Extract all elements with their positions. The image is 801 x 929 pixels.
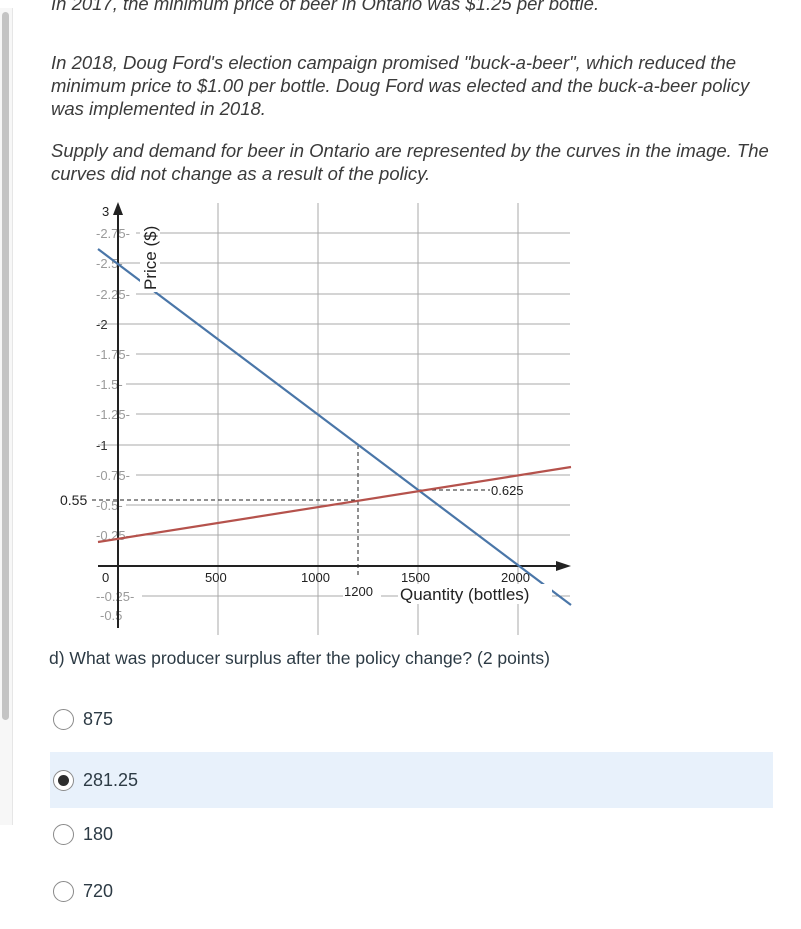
y-tick-1: -1 [96, 438, 108, 453]
y-tick-1-25: -1.25- [96, 407, 130, 422]
chart-grid [98, 203, 570, 635]
x-tick-2000: 2000 [501, 570, 530, 585]
y-tick-2-5: -2.5- [96, 256, 123, 271]
supply-curve [97, 465, 572, 544]
scrollbar-track[interactable] [0, 8, 13, 825]
x-tick-labels: 0 500 1000 1500 2000 [102, 570, 530, 585]
y-tick-0-75: -0.75- [96, 468, 130, 483]
intro-paragraph-2017: In 2017, the minimum price of beer in On… [51, 0, 600, 14]
y-tick-labels: -2.75- -2.5- -2.25- -2 -1.75- -1.5- -1.2… [96, 225, 142, 623]
scrollbar-thumb[interactable] [2, 12, 9, 720]
x-axis-arrow-icon [556, 561, 571, 571]
intro-paragraph-curves: Supply and demand for beer in Ontario ar… [51, 140, 769, 184]
y-tick-neg-0-5: -0.5 [100, 608, 122, 623]
demand-curve [97, 248, 572, 606]
option-label: 281.25 [83, 769, 139, 790]
y-axis-title: Price ($) [141, 226, 160, 290]
option-label: 720 [83, 880, 114, 901]
x-tick-1000: 1000 [301, 570, 330, 585]
y-axis-top-label: 3 [102, 204, 109, 219]
y-tick-2: -2 [96, 317, 108, 332]
radio-button[interactable] [53, 823, 74, 845]
x-tick-500: 500 [205, 570, 227, 585]
radio-button-selected[interactable] [53, 769, 74, 791]
answer-option-875[interactable]: 875 [50, 691, 773, 747]
supply-demand-chart: -2.75- -2.5- -2.25- -2 -1.75- -1.5- -1.2… [60, 202, 572, 635]
y-tick-2-75: -2.75- [96, 226, 130, 241]
y-axis-arrow-icon [113, 202, 123, 215]
radio-button[interactable] [53, 708, 74, 730]
price-floor-label: 0.55 [60, 492, 87, 508]
intro-paragraph-2018: In 2018, Doug Ford's election campaign p… [51, 52, 750, 119]
y-tick-1-75: -1.75- [96, 347, 130, 362]
option-label: 875 [83, 708, 114, 729]
question-prompt: d) What was producer surplus after the p… [49, 648, 550, 668]
radio-button[interactable] [53, 880, 74, 902]
guide-lines [92, 445, 490, 578]
x-tick-1500: 1500 [401, 570, 430, 585]
y-tick-2-25: -2.25- [96, 287, 130, 302]
radio-selected-dot-icon [58, 774, 69, 786]
x-tick-0: 0 [102, 570, 109, 585]
x-axis-title: Quantity (bottles) [400, 585, 529, 604]
y-tick-1-5: -1.5- [96, 377, 123, 392]
y-tick-neg-0-25: --0.25- [96, 589, 134, 604]
y-tick-0-5: -0.5- [96, 498, 123, 513]
quantity-1200-label: 1200 [344, 584, 373, 599]
answer-option-281-25[interactable]: 281.25 [50, 752, 773, 808]
equilibrium-price-label: 0.625 [491, 483, 524, 498]
option-label: 180 [83, 823, 114, 844]
answer-option-180[interactable]: 180 [50, 806, 773, 862]
chart-axes [98, 202, 571, 628]
answer-option-720[interactable]: 720 [50, 863, 773, 919]
